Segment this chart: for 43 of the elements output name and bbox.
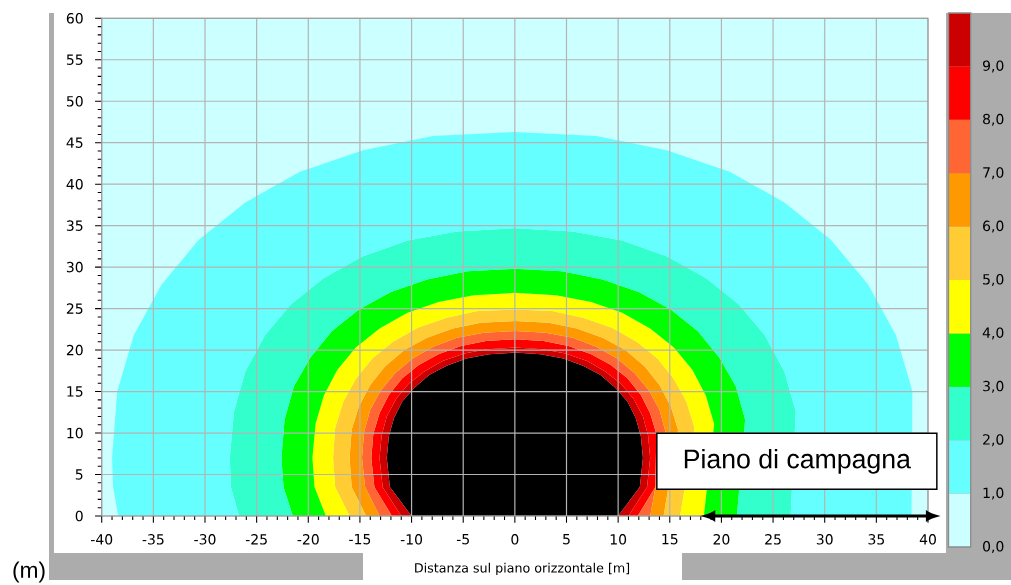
x-tick-label: 20 (713, 534, 730, 545)
color-bar-label: 0,0 (983, 540, 1004, 553)
color-bar-label: 1,0 (983, 487, 1004, 500)
y-tick-label: 15 (67, 386, 83, 397)
color-bar-label: 8,0 (983, 113, 1004, 126)
x-tick-label: 15 (662, 534, 678, 545)
color-bar-label: 2,0 (983, 434, 1004, 447)
y-tick-label: 55 (66, 54, 83, 65)
x-tick-label: -20 (297, 534, 319, 545)
x-tick-label: 0 (511, 534, 519, 545)
color-bar-label: 6,0 (983, 220, 1004, 233)
x-tick-label: -30 (194, 534, 216, 545)
y-tick-label: 60 (66, 13, 83, 24)
x-tick-label: -15 (349, 534, 371, 545)
y-tick-label: 30 (66, 261, 83, 273)
x-tick-label: -40 (90, 534, 113, 545)
y-tick-label: 40 (66, 178, 83, 190)
color-bar-label: 9,0 (982, 60, 1004, 73)
color-bar-label: 7,0 (983, 167, 1004, 180)
x-tick-label: 10 (610, 534, 627, 545)
y-tick-label: 25 (66, 303, 83, 314)
y-axis-title: (m) (13, 561, 45, 583)
y-tick-label: 20 (66, 344, 83, 356)
x-tick-label: -25 (245, 534, 267, 545)
y-tick-label: 50 (66, 95, 83, 107)
y-tick-label: 45 (66, 137, 83, 148)
color-bar-label: 4,0 (982, 327, 1004, 340)
color-bar-label: 5,0 (983, 273, 1004, 286)
y-tick-label: 10 (67, 427, 83, 439)
x-axis-title: Distanza sul piano orizzontale [m] (415, 562, 630, 576)
annotation: Piano di campagna (684, 448, 911, 474)
x-tick-label: 5 (563, 534, 570, 545)
x-tick-label: 30 (816, 534, 833, 545)
x-tick-label: 35 (868, 534, 885, 545)
y-tick-label: 5 (75, 469, 83, 480)
x-tick-label: 40 (919, 534, 936, 545)
color-bar-label: 3,0 (983, 380, 1004, 393)
x-tick-label: -35 (142, 534, 164, 545)
x-tick-label: -10 (400, 534, 423, 545)
x-tick-label: -5 (456, 534, 469, 545)
y-tick-label: 0 (75, 510, 83, 522)
x-tick-label: 25 (765, 534, 781, 545)
y-tick-label: 35 (66, 220, 83, 231)
